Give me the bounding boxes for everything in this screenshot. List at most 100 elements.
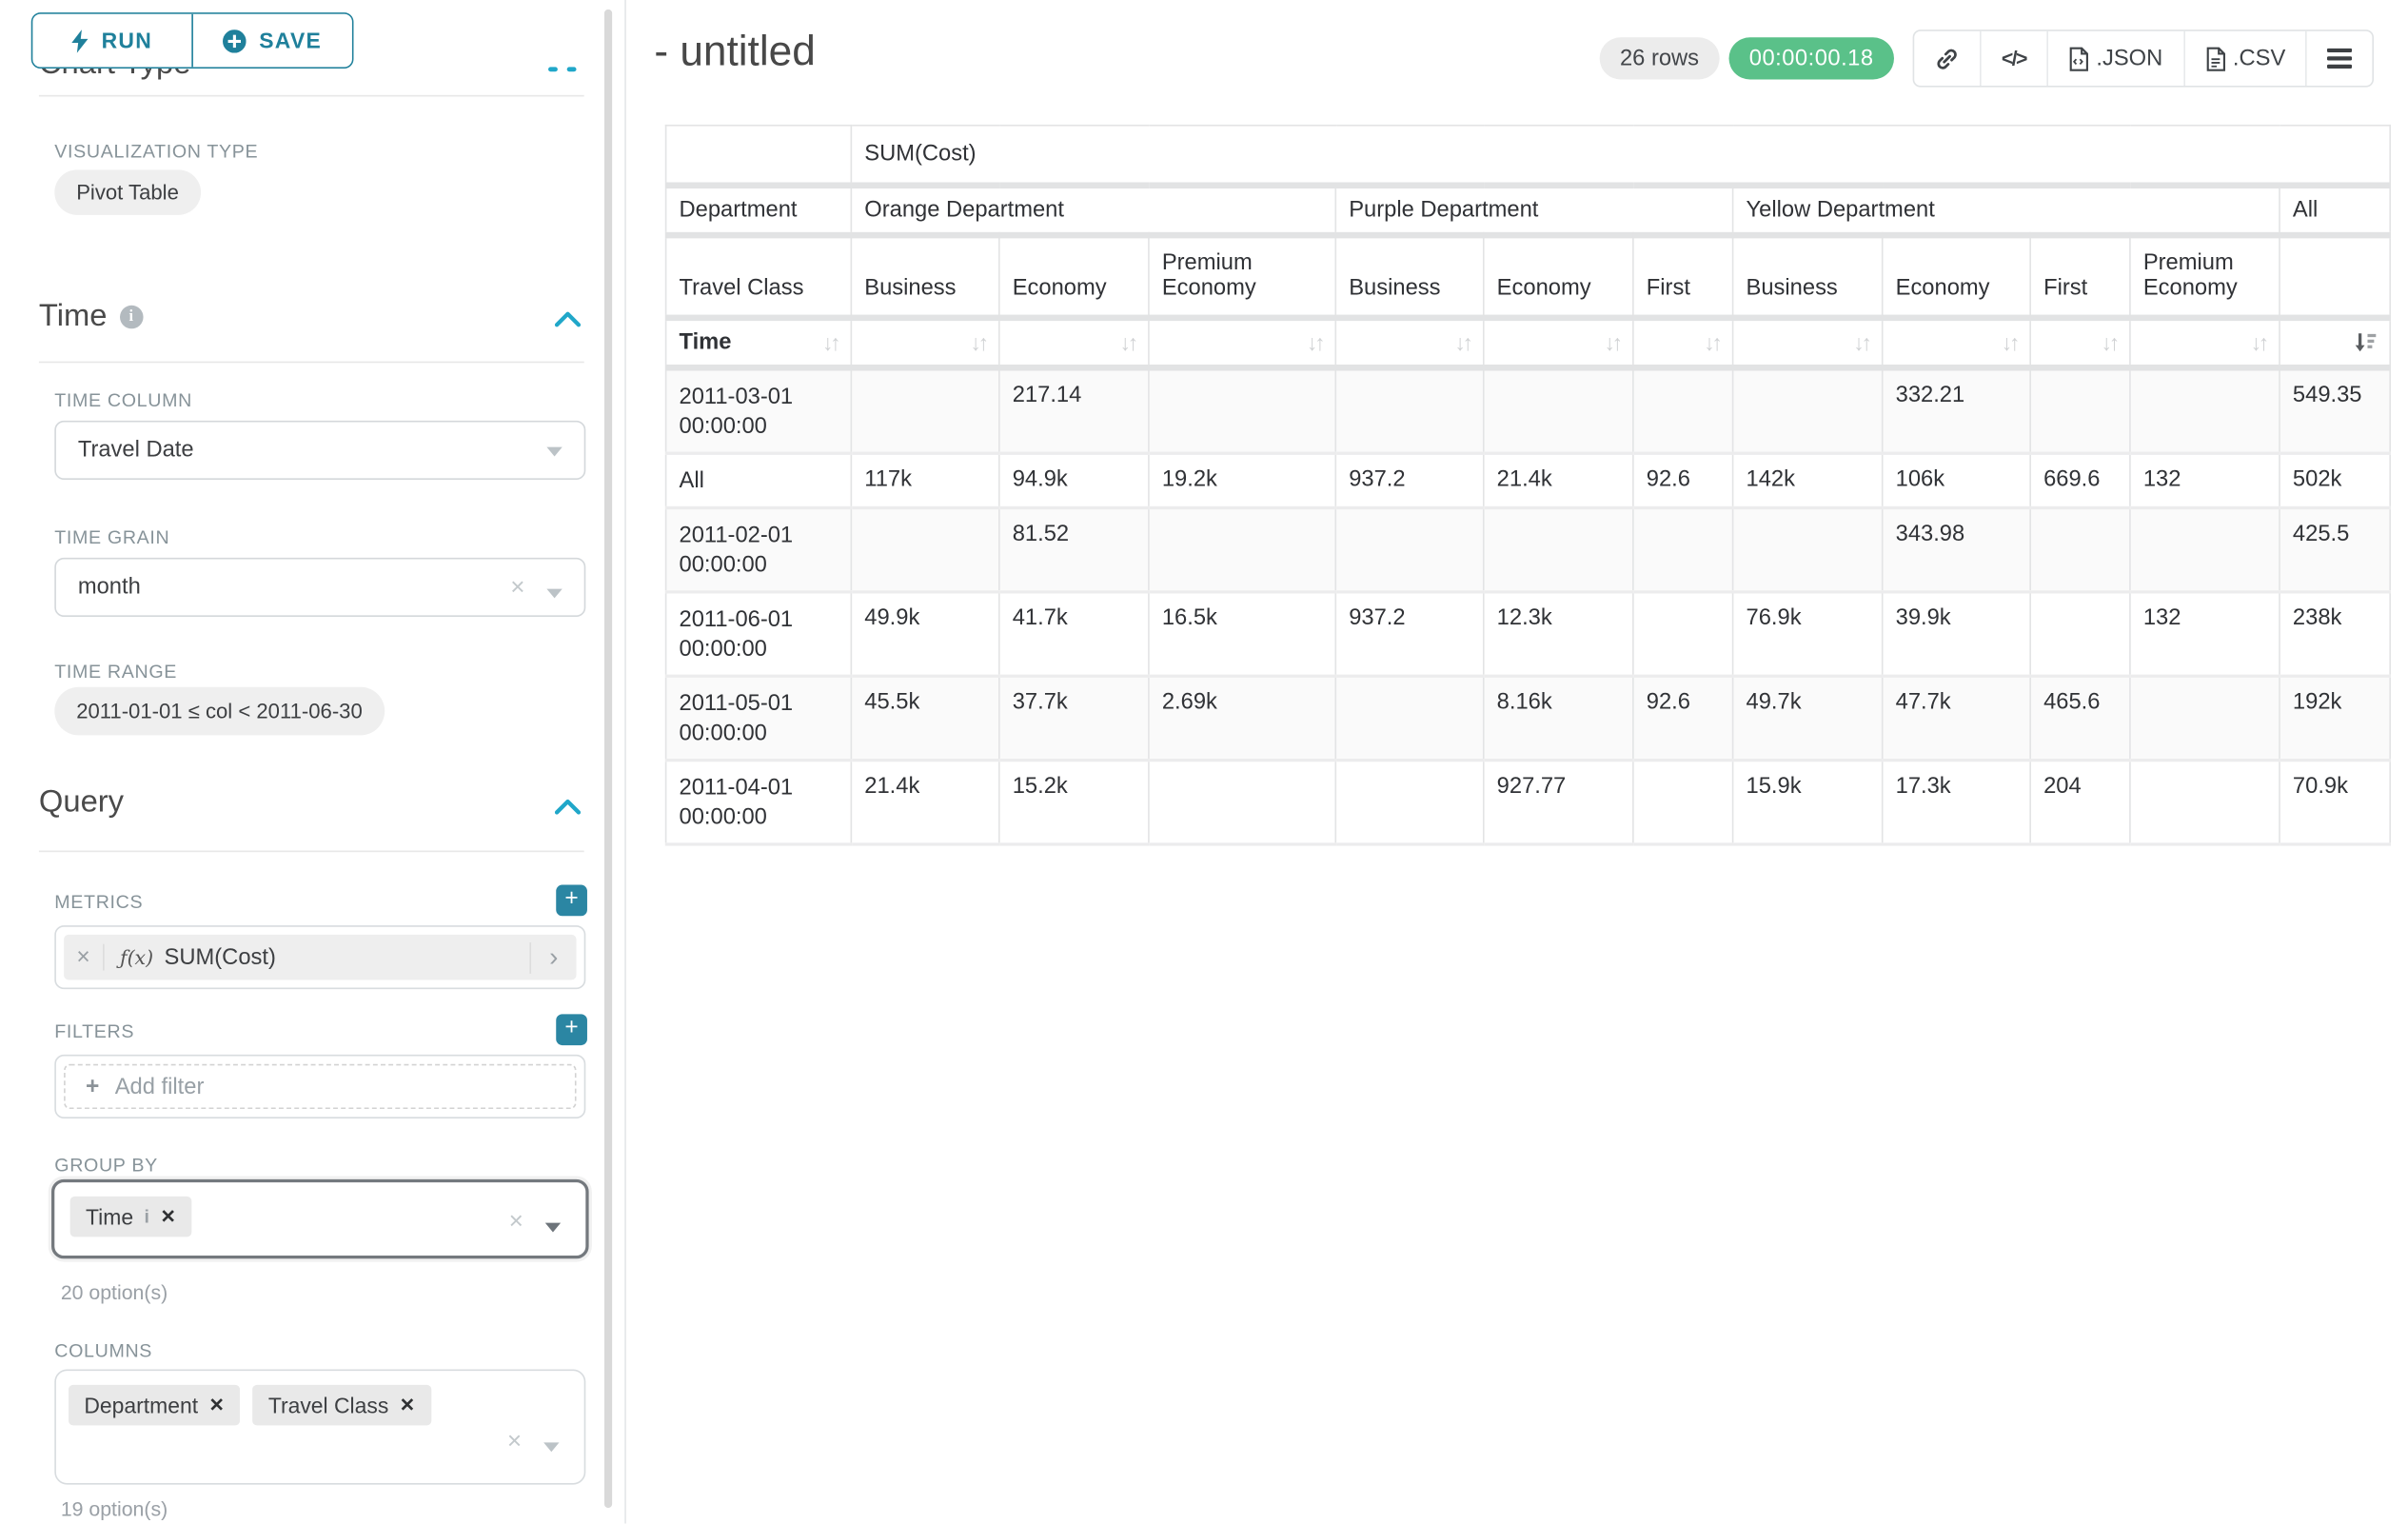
pivot-cell: 192k <box>2280 675 2390 759</box>
pivot-cell <box>2130 366 2280 452</box>
pivot-sort-header[interactable]: ↓↑ <box>1633 317 1733 366</box>
pivot-group-header: Purple Department <box>1335 185 1732 234</box>
group-by-select[interactable]: Time i ✕ × <box>51 1179 589 1258</box>
pivot-group-header: Yellow Department <box>1733 185 2280 234</box>
time-column-select[interactable]: Travel Date <box>54 421 585 480</box>
pivot-sort-header[interactable]: ↓↑ <box>2030 317 2130 366</box>
export-json-button[interactable]: .JSON <box>2046 31 2183 86</box>
pivot-class-header: Business <box>851 234 998 317</box>
pivot-sort-header[interactable]: ↓↑ <box>1883 317 2030 366</box>
remove-tag-icon[interactable]: ✕ <box>400 1395 415 1416</box>
chevron-down-icon[interactable] <box>545 1222 561 1232</box>
chart-title[interactable]: - untitled <box>654 28 815 76</box>
pivot-cell <box>1149 507 1335 591</box>
pivot-class-header: First <box>2030 234 2130 317</box>
menu-button[interactable] <box>2306 31 2373 86</box>
pivot-cell: 343.98 <box>1883 507 2030 591</box>
pivot-cell: 106k <box>1883 452 2030 506</box>
pivot-sort-header[interactable] <box>2280 317 2390 366</box>
sort-descending-active-icon <box>2354 331 2378 353</box>
pivot-sort-header[interactable]: ↓↑ <box>1149 317 1335 366</box>
clear-icon[interactable]: × <box>510 577 524 602</box>
clipped-chevron-fragment <box>548 67 558 71</box>
pivot-class-header: Premium Economy <box>2130 234 2280 317</box>
pivot-class-header: Economy <box>1883 234 2030 317</box>
time-grain-select[interactable]: month × <box>54 558 585 617</box>
pivot-cell: 502k <box>2280 452 2390 506</box>
columns-tag-department[interactable]: Department ✕ <box>69 1385 240 1426</box>
embed-code-button[interactable]: </> <box>1980 31 2046 86</box>
clear-icon[interactable]: × <box>509 1211 523 1236</box>
pivot-cell: 70.9k <box>2280 760 2390 843</box>
collapse-query-chevron-icon[interactable] <box>555 800 582 815</box>
add-metric-button[interactable]: + <box>556 885 587 917</box>
group-by-tag-time[interactable]: Time i ✕ <box>70 1197 192 1237</box>
pivot-data-row: 2011-06-01 00:00:0049.9k41.7k16.5k937.21… <box>666 591 2391 675</box>
pivot-cell: 49.7k <box>1733 675 1883 759</box>
remove-tag-icon[interactable]: ✕ <box>209 1395 225 1416</box>
time-range-pill[interactable]: 2011-01-01 ≤ col < 2011-06-30 <box>54 687 384 736</box>
pivot-sort-header[interactable]: ↓↑ <box>1335 317 1483 366</box>
pivot-cell <box>2130 675 2280 759</box>
metrics-control: × ƒ(x) SUM(Cost) › <box>54 925 585 989</box>
chevron-down-icon[interactable] <box>543 1442 559 1452</box>
pivot-sort-header[interactable]: ↓↑ <box>2130 317 2280 366</box>
viz-type-pill[interactable]: Pivot Table <box>54 169 200 214</box>
expand-metric-icon[interactable]: › <box>529 941 576 973</box>
sort-icon: ↓↑ <box>2002 331 2017 353</box>
pivot-dimension-label-travel-class: Travel Class <box>666 234 852 317</box>
pivot-cell: 45.5k <box>851 675 998 759</box>
pivot-class-header: Business <box>1335 234 1483 317</box>
pivot-data-row: 2011-04-01 00:00:0021.4k15.2k927.7715.9k… <box>666 760 2391 843</box>
save-button[interactable]: SAVE <box>191 14 352 68</box>
filters-control: + Add filter <box>54 1055 585 1118</box>
pivot-cell <box>2130 760 2280 843</box>
pivot-class-header: Business <box>1733 234 1883 317</box>
pivot-cell: 81.52 <box>999 507 1149 591</box>
columns-tag-travel-class[interactable]: Travel Class ✕ <box>252 1385 430 1426</box>
run-button[interactable]: RUN <box>32 14 191 68</box>
clear-icon[interactable]: × <box>507 1430 522 1455</box>
pivot-cell: 204 <box>2030 760 2130 843</box>
info-icon[interactable]: i <box>145 1206 149 1228</box>
pivot-sort-header[interactable]: ↓↑ <box>851 317 998 366</box>
pivot-cell <box>1633 366 1733 452</box>
sort-icon: ↓↑ <box>1454 331 1470 353</box>
group-by-options-hint: 20 option(s) <box>61 1280 168 1304</box>
collapse-time-chevron-icon[interactable] <box>555 311 582 327</box>
pivot-cell <box>1633 760 1733 843</box>
pivot-cell: 927.77 <box>1484 760 1633 843</box>
pivot-cell: 8.16k <box>1484 675 1633 759</box>
remove-metric-icon[interactable]: × <box>64 944 105 971</box>
export-toolbar: </> .JSON .CSV <box>1913 30 2375 88</box>
export-csv-button[interactable]: .CSV <box>2183 31 2306 86</box>
chevron-down-icon[interactable] <box>546 447 562 457</box>
pivot-class-header: Economy <box>1484 234 1633 317</box>
pivot-sort-header[interactable]: ↓↑ <box>1733 317 1883 366</box>
columns-select[interactable]: Department ✕ Travel Class ✕ × <box>54 1369 585 1484</box>
pivot-cell <box>1484 366 1633 452</box>
pivot-sort-header[interactable]: ↓↑ <box>1484 317 1633 366</box>
pivot-cell <box>1149 760 1335 843</box>
pivot-sort-header[interactable]: ↓↑ <box>999 317 1149 366</box>
pivot-cell: 669.6 <box>2030 452 2130 506</box>
share-link-button[interactable] <box>1914 31 1980 86</box>
pivot-time-sort-header[interactable]: Time↓↑ <box>666 317 852 366</box>
remove-tag-icon[interactable]: ✕ <box>160 1206 175 1228</box>
add-filter-plus-button[interactable]: + <box>556 1014 587 1045</box>
pivot-cell: 19.2k <box>1149 452 1335 506</box>
time-grain-label: TIME GRAIN <box>54 526 169 548</box>
pivot-corner-cell <box>666 126 852 185</box>
panel-scrollbar[interactable] <box>604 10 612 1508</box>
query-actions: RUN SAVE <box>31 12 354 69</box>
superset-explore-view: Chart Type RUN SAVE VISUALIZATION TYPE P… <box>0 0 2408 1523</box>
pivot-cell: 94.9k <box>999 452 1149 506</box>
pivot-cell: 217.14 <box>999 366 1149 452</box>
add-filter-button[interactable]: + Add filter <box>64 1064 576 1109</box>
columns-label: COLUMNS <box>54 1339 152 1361</box>
pivot-cell: 37.7k <box>999 675 1149 759</box>
info-icon[interactable]: i <box>120 306 144 329</box>
chevron-down-icon[interactable] <box>546 588 562 598</box>
pivot-cell: 132 <box>2130 452 2280 506</box>
metric-chip[interactable]: × ƒ(x) SUM(Cost) › <box>64 935 576 980</box>
